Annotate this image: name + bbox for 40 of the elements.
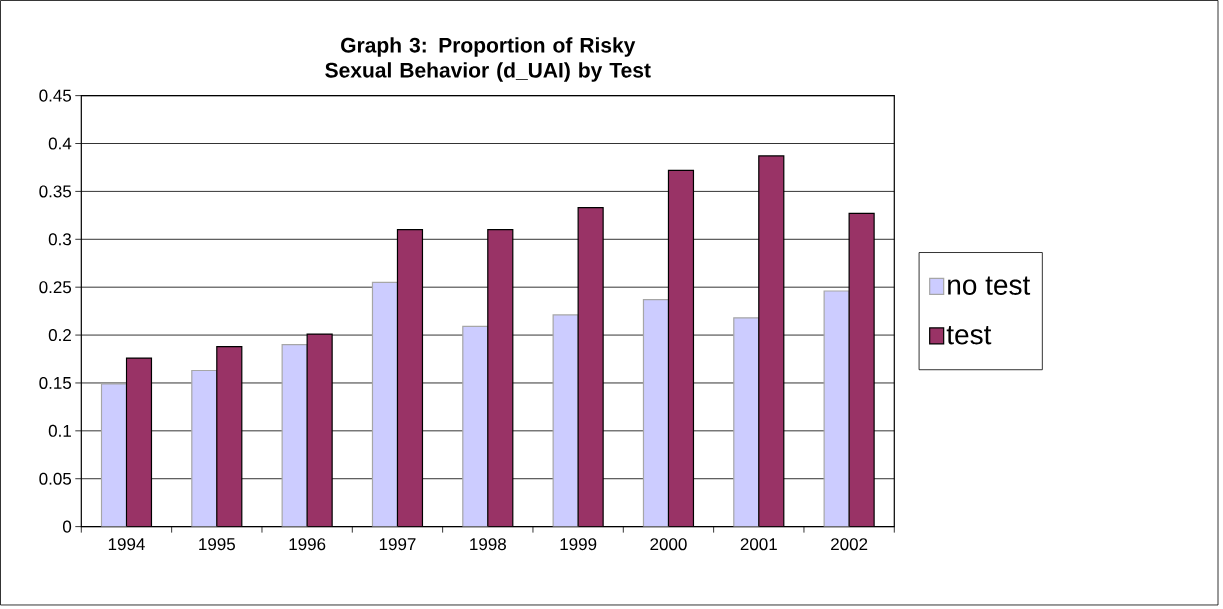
y-tick-label: 0.35 xyxy=(39,185,72,198)
x-tick-label: 1994 xyxy=(108,538,145,551)
bar xyxy=(733,317,760,527)
bar xyxy=(642,299,670,527)
bar xyxy=(667,169,695,527)
y-tick-label: 0.15 xyxy=(39,376,72,389)
bar xyxy=(191,369,218,527)
bar xyxy=(306,333,333,527)
bar xyxy=(396,229,424,527)
bar xyxy=(487,229,514,527)
x-tick-label: 2001 xyxy=(740,538,777,551)
legend-label: no test xyxy=(948,276,1031,295)
bar xyxy=(100,383,128,527)
chart-title: Graph 3: Proportion of Risky Sexual Behavior (d_UAI) by Test xyxy=(325,37,651,82)
bar xyxy=(758,155,785,527)
y-tick-label: 0.05 xyxy=(39,472,72,485)
bar xyxy=(462,325,489,527)
bar xyxy=(371,281,399,527)
y-tick-label: 0 xyxy=(62,520,72,533)
y-tick-label: 0.45 xyxy=(39,89,72,102)
bar xyxy=(848,212,875,527)
x-tick-label: 2000 xyxy=(650,538,687,551)
x-tick-label: 1999 xyxy=(560,538,597,551)
bar xyxy=(823,290,850,527)
bar xyxy=(281,344,308,527)
legend-label: test xyxy=(946,326,992,345)
y-tick-label: 0.2 xyxy=(48,329,71,342)
y-tick-label: 0.1 xyxy=(48,424,71,437)
bar xyxy=(125,357,153,527)
bar xyxy=(552,314,579,527)
y-tick-label: 0.4 xyxy=(48,137,72,150)
x-tick-label: 2002 xyxy=(831,538,868,551)
x-tick-label: 1998 xyxy=(470,538,506,551)
x-tick-label: 1997 xyxy=(379,538,416,551)
y-tick-label: 0.25 xyxy=(39,281,72,294)
bar xyxy=(216,345,243,527)
x-tick-label: 1996 xyxy=(289,538,326,551)
x-tick-label: 1995 xyxy=(199,538,235,551)
y-tick-label: 0.3 xyxy=(48,233,72,246)
bar xyxy=(577,207,604,527)
